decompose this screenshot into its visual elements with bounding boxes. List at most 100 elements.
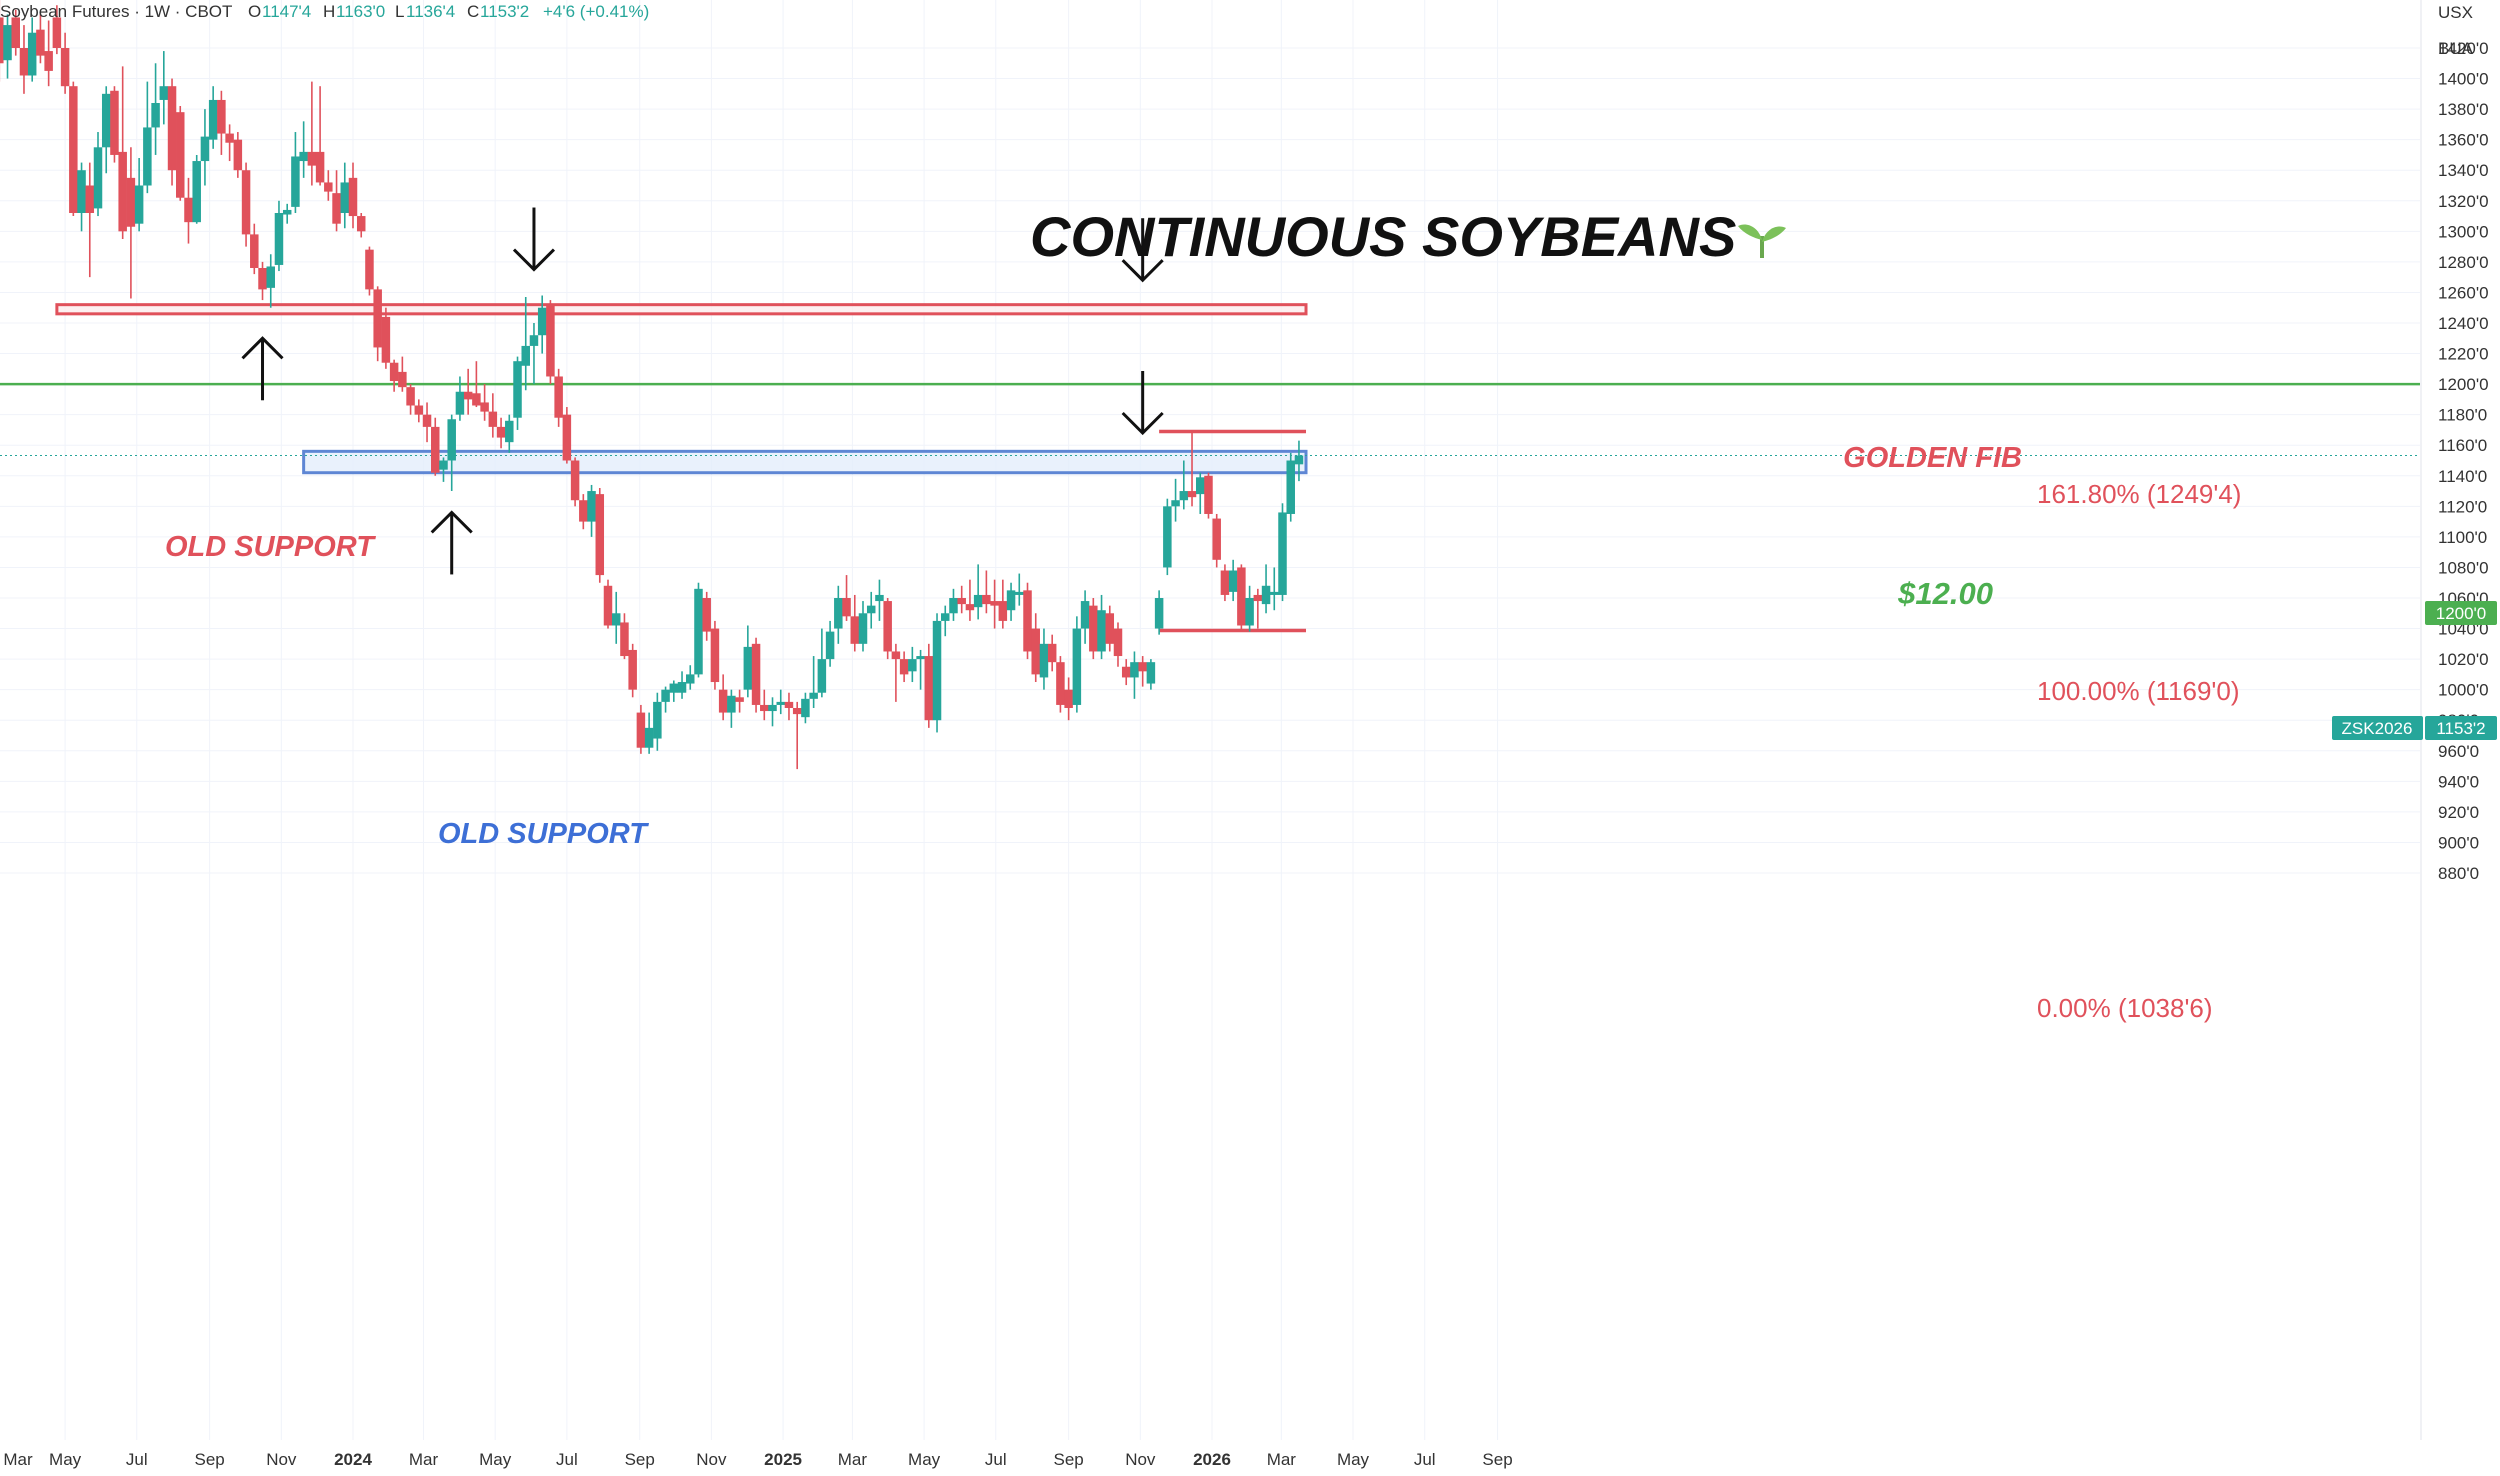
candle-body: [52, 17, 62, 48]
candle: [1195, 472, 1205, 514]
candle: [307, 81, 317, 186]
candle: [850, 594, 860, 652]
candle-body: [225, 133, 234, 143]
candle-body: [1245, 598, 1254, 626]
candle-body: [1039, 643, 1049, 678]
candle: [899, 651, 909, 683]
old-support-zone-blue: [302, 449, 1308, 475]
x-tick-label: Nov: [1125, 1450, 1156, 1469]
candle-body: [858, 613, 868, 644]
x-axis[interactable]: Mar May Jul Sep Nov 2024 Mar May Jul Sep Nov 2025 Ma…: [3, 1450, 1512, 1469]
candle: [743, 625, 753, 698]
candle: [587, 484, 596, 537]
candle: [176, 106, 185, 201]
x-tick-label: Sep: [1482, 1450, 1512, 1469]
candle-body: [1261, 585, 1271, 605]
y-tick-label: 1100'0: [2438, 528, 2487, 547]
candle-body: [1047, 643, 1057, 663]
candle-body: [653, 701, 662, 739]
candle-body: [505, 420, 514, 443]
candle: [1015, 573, 1024, 606]
candle-body: [908, 659, 917, 672]
x-tick-label: May: [49, 1450, 82, 1469]
candle: [258, 261, 267, 301]
close-value: 1153'2: [480, 2, 529, 21]
candle: [546, 300, 555, 385]
candle: [151, 63, 160, 155]
candle-body: [143, 127, 152, 186]
candle: [266, 254, 275, 308]
candle-body: [842, 598, 851, 617]
candle: [36, 14, 45, 64]
candle: [677, 671, 687, 699]
candle: [554, 368, 563, 427]
header-legend: Soybean Futures · 1W · CBOT O 1147'4 H 1…: [0, 2, 649, 21]
candle: [817, 628, 827, 698]
candle: [1056, 656, 1065, 713]
currency-label[interactable]: USX: [2438, 3, 2473, 22]
candle-body: [1023, 590, 1032, 652]
candle-body: [990, 601, 999, 606]
candle-body: [167, 86, 177, 171]
zones-layer: [55, 303, 1308, 475]
candle-body: [784, 701, 794, 708]
candle-body: [570, 460, 580, 501]
candle-body: [192, 161, 201, 223]
candle: [356, 213, 366, 238]
candle-body: [834, 598, 843, 629]
x-tick-label: Jul: [126, 1450, 148, 1469]
candle: [332, 170, 341, 232]
candle-body: [801, 698, 810, 718]
candle-body: [274, 213, 284, 265]
candle: [908, 646, 917, 683]
candle-body: [241, 170, 251, 235]
candle-body: [817, 659, 827, 693]
candle: [644, 712, 654, 754]
candle-body: [134, 185, 144, 224]
candle: [834, 585, 843, 644]
candle: [184, 177, 193, 244]
candle: [875, 579, 884, 621]
candle: [93, 132, 103, 217]
candle: [1138, 656, 1147, 687]
y-tick-label: 1360'0: [2438, 131, 2489, 150]
candle-body: [636, 712, 646, 748]
candle: [60, 32, 70, 94]
candle: [1163, 498, 1172, 576]
candle-body: [941, 613, 950, 621]
candle: [1031, 613, 1040, 683]
candle-body: [299, 151, 308, 162]
candle-body: [233, 139, 243, 171]
unit-label[interactable]: BUA: [2438, 39, 2474, 58]
candle-body: [496, 426, 506, 438]
candle-body: [924, 656, 934, 721]
candle: [760, 689, 769, 721]
candle-body: [891, 651, 901, 660]
arrow-down-icon: [512, 207, 556, 272]
candle-body: [1064, 689, 1073, 708]
candle: [348, 162, 358, 229]
candle: [628, 643, 637, 698]
candle-body: [1294, 455, 1304, 465]
candle: [315, 86, 325, 186]
candle: [134, 158, 144, 232]
candle-body: [1220, 570, 1230, 595]
candle-body: [529, 335, 539, 346]
candle-body: [3, 25, 12, 61]
candle: [768, 697, 777, 727]
last-price-value: 1153'2: [2436, 719, 2485, 738]
candle: [776, 689, 785, 715]
candle: [217, 90, 226, 155]
candle: [398, 356, 407, 392]
candle-body: [463, 391, 473, 400]
candle-body: [743, 646, 753, 690]
candle-body: [932, 620, 942, 721]
candle-body: [710, 628, 720, 683]
candle: [1146, 659, 1156, 690]
candle-body: [1253, 594, 1263, 602]
x-tick-label: Mar: [3, 1450, 33, 1469]
candle-body: [603, 585, 613, 626]
candle-body: [875, 594, 884, 602]
